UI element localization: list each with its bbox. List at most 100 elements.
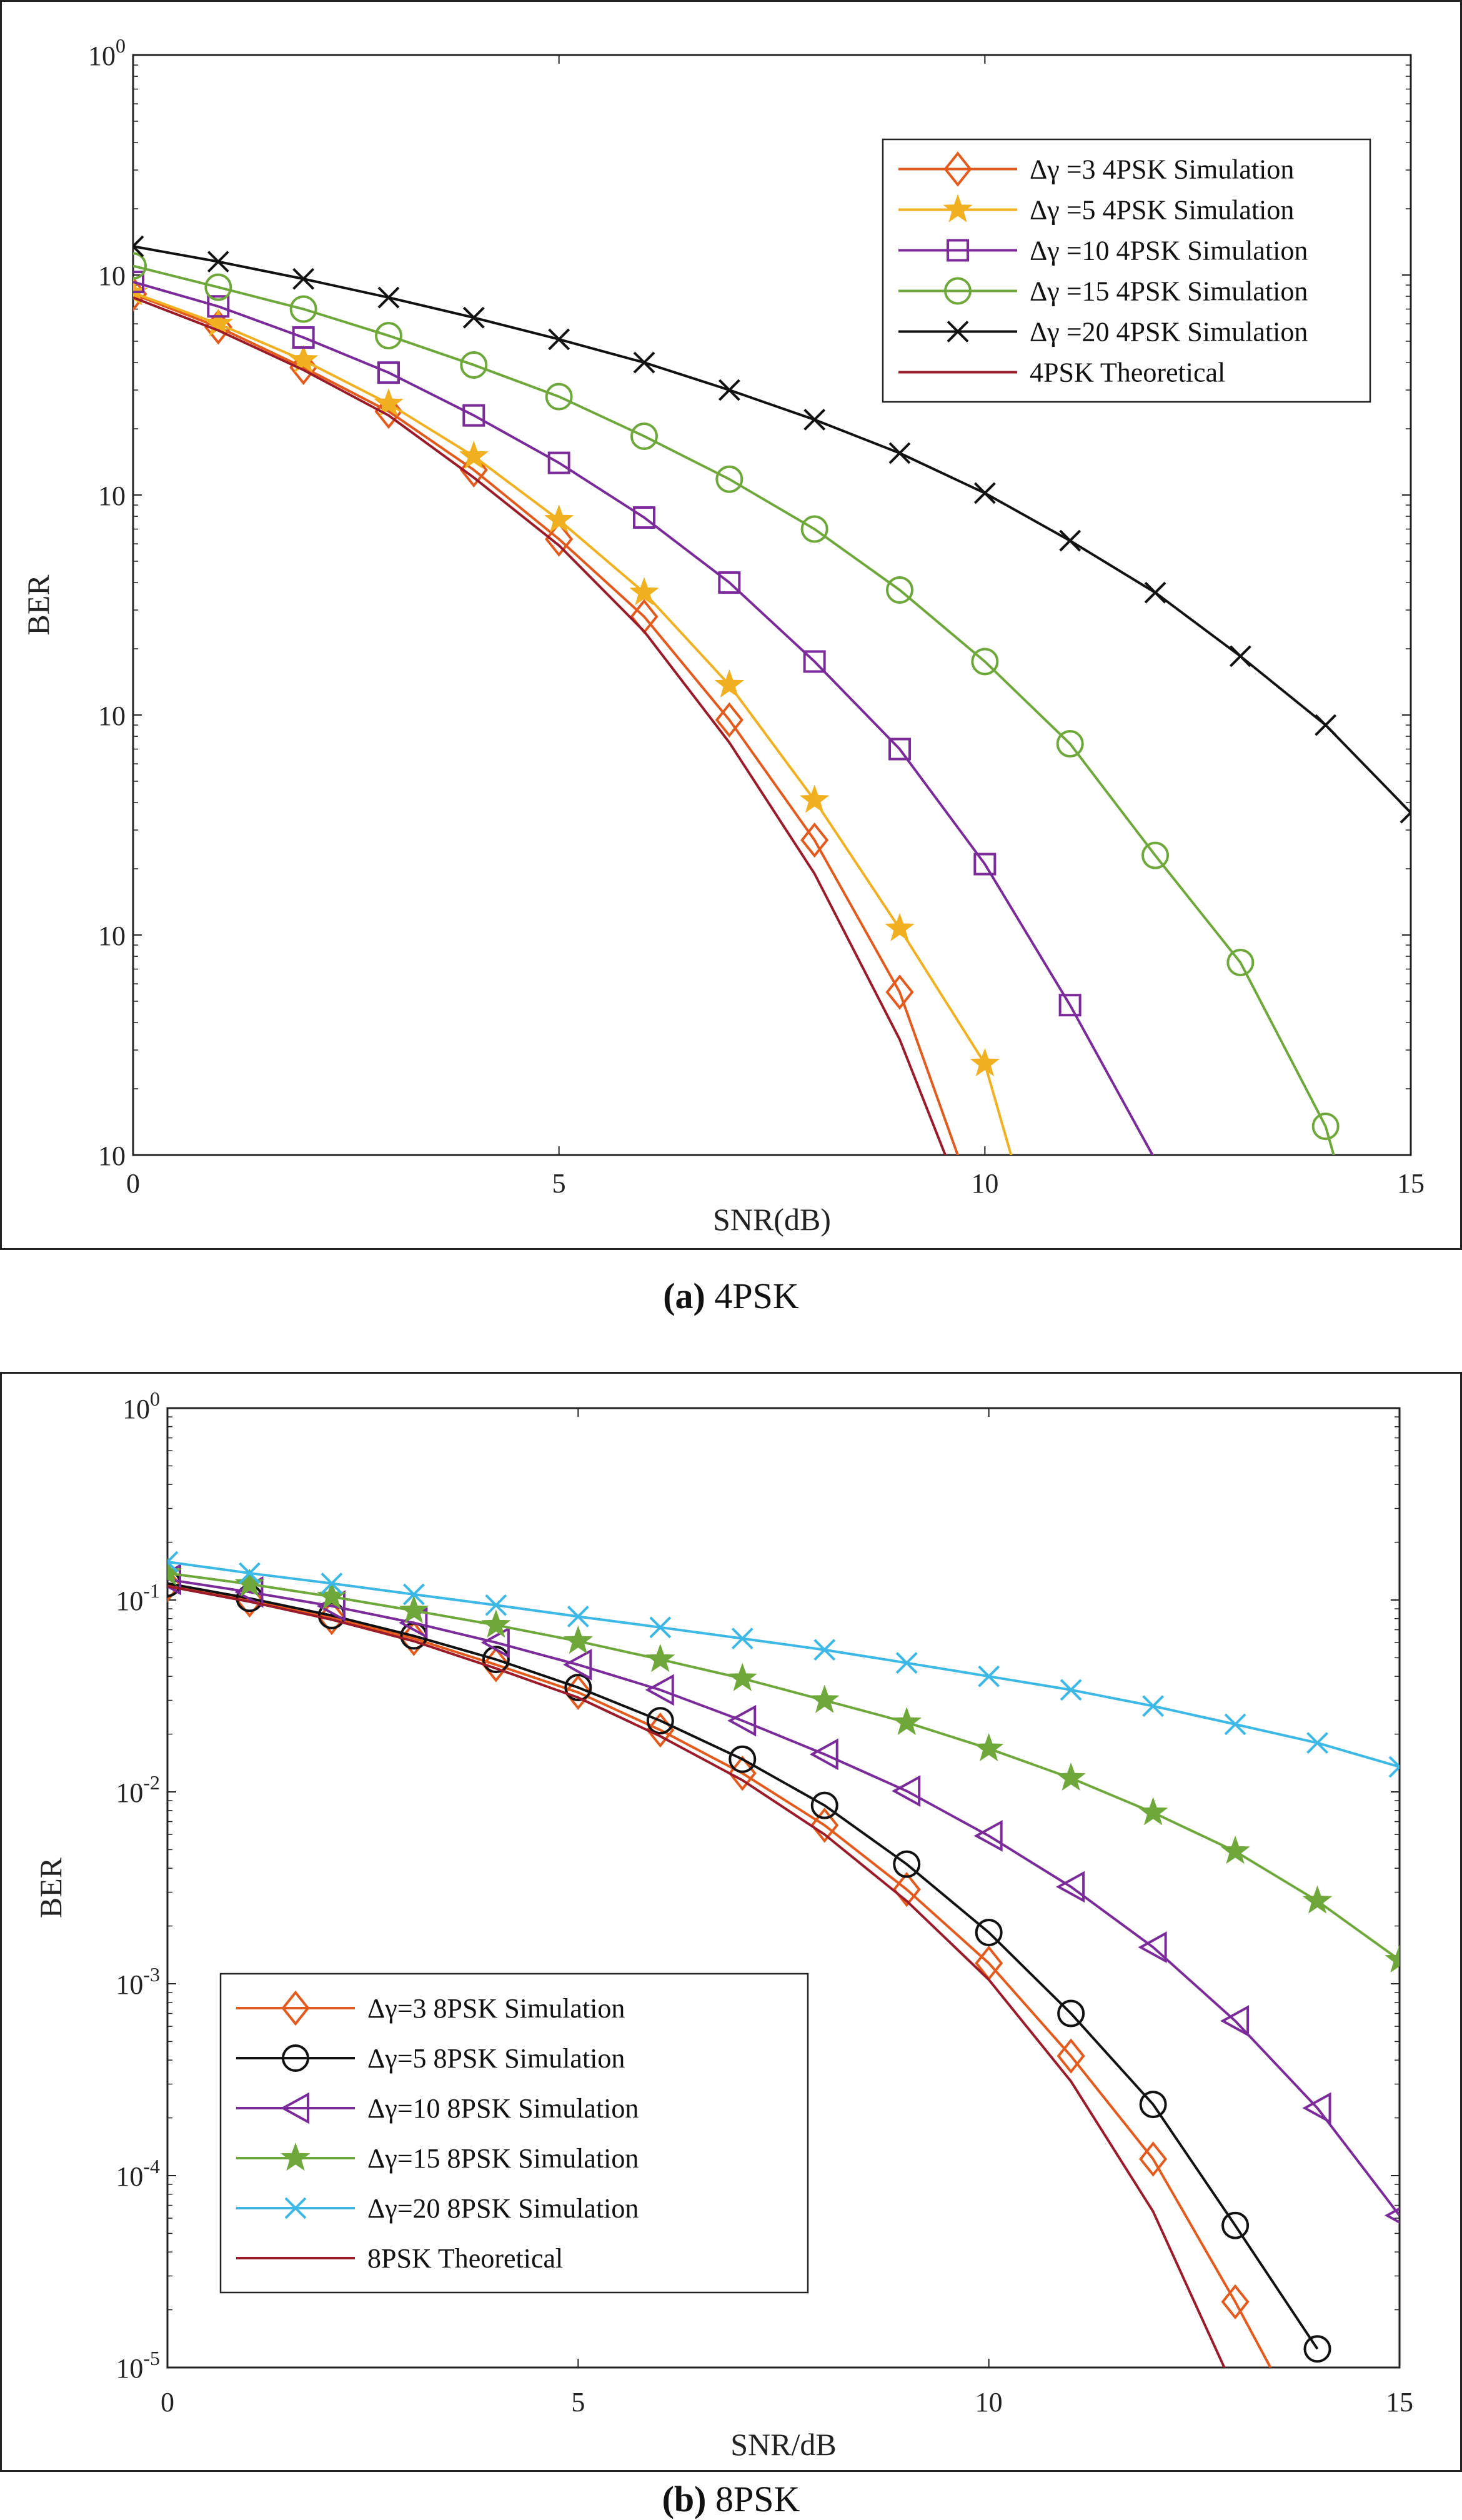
data-point [1057,2038,1085,2074]
series-line-5 [133,296,947,1155]
series-line-1 [133,291,1013,1155]
series-line-0 [167,1583,1272,2368]
data-point [1144,581,1166,604]
y-tick-label: 10 [98,921,126,951]
data-point [1311,1112,1340,1141]
data-point [718,379,740,401]
x-tick-label: 15 [1386,2387,1413,2418]
data-point [888,738,911,761]
data-point [482,1647,510,1682]
data-point [1315,714,1337,736]
data-point [375,322,402,350]
series-line-1 [167,1582,1319,2350]
chart-4psk: 0 5 10 15 100 10 10 10 10 10 SNR(dB) BER Δγ =3 4PSK … [21,34,1425,1237]
series-group [133,235,1411,1155]
data-point [973,852,997,876]
series-line-2 [167,1578,1400,2216]
data-point [1058,994,1082,1017]
y-tick-label: 10 [98,261,126,291]
y-axis-label: BER [21,574,56,636]
x-tick-label: 0 [126,1168,140,1199]
data-point [545,521,574,557]
legend-entry: 8PSK Theoretical [367,2243,563,2274]
data-point [481,1609,511,1638]
data-point [1385,1944,1400,1973]
data-point [289,295,317,323]
data-point [1057,1999,1085,2028]
data-point [167,1563,181,1596]
legend-marker [281,1990,310,2026]
data-point [133,252,147,280]
data-point [800,515,828,543]
data-point [727,1662,758,1691]
data-point [1142,1695,1165,1718]
data-point [892,1775,921,1808]
legend: Δγ=3 8PSK Simulation Δγ=5 8PSK Simulation… [219,1972,809,2294]
data-point [895,1652,918,1674]
data-point [970,1048,1000,1077]
data-point [803,409,826,431]
data-point [1139,2141,1168,2177]
data-point [399,1595,429,1624]
data-point [292,326,315,349]
legend-entry: Δγ =10 4PSK Simulation [1030,236,1308,266]
legend-marker [284,2197,307,2219]
data-point [973,1819,1003,1852]
data-point [374,388,404,417]
data-point [800,822,829,858]
x-axis-label: SNR(dB) [713,1202,831,1237]
data-point [548,328,570,351]
data-point [633,506,655,529]
legend-marker [947,321,969,342]
legend-marker [943,194,973,222]
data-point [1138,1931,1167,1963]
caption-8psk: (b) 8PSK [0,2478,1462,2520]
caption-text: 8PSK [715,2479,800,2519]
x-tick-label: 10 [971,1168,998,1199]
legend-entry: Δγ=20 8PSK Simulation [367,2193,639,2224]
legend-entry: 4PSK Theoretical [1030,358,1225,388]
data-point [649,1616,672,1639]
x-tick-label: 15 [1397,1168,1425,1199]
legend-entry: Δγ =15 4PSK Simulation [1030,276,1308,307]
caption-4psk: (a) 4PSK [0,1275,1462,1317]
data-point [630,422,658,450]
caption-label: (b) [662,2479,707,2519]
chart-panel-4psk: 0 5 10 15 100 10 10 10 10 10 SNR(dB) BER Δγ =3 4PSK … [0,0,1462,1250]
data-point [975,1918,1003,1946]
x-tick-label: 5 [552,1168,566,1199]
data-point [239,1562,261,1584]
data-point [645,1674,674,1706]
data-point [377,361,400,384]
legend-entry: Δγ=10 8PSK Simulation [367,2093,639,2124]
legend-marker [281,2142,311,2171]
data-point [714,669,745,698]
data-point [1306,1732,1328,1754]
data-point [715,465,743,493]
data-point [809,1684,840,1713]
y-tick-label: 10-1 [116,1579,160,1616]
data-point [292,268,315,290]
data-point [204,273,232,301]
data-point [1141,841,1169,869]
legend-entry: Δγ =20 4PSK Simulation [1030,317,1308,348]
legend-marker [947,239,969,262]
data-point [1302,2092,1331,2124]
data-point [1224,1713,1246,1736]
data-point [718,571,741,594]
data-point [1056,1762,1086,1791]
data-point [1055,1871,1085,1903]
data-point [646,1707,674,1735]
data-point [1138,1797,1168,1826]
data-point [885,974,914,1010]
y-tick-label: 10 [98,1141,126,1171]
data-point [885,912,915,941]
legend-entry: Δγ =5 4PSK Simulation [1030,195,1294,226]
data-point [971,648,999,676]
data-point [1226,948,1255,976]
data-point [234,1568,265,1597]
y-axis-label: BER [33,1857,68,1918]
data-point [377,286,400,309]
chart-8psk: 0 5 10 15 100 10-1 10-2 10-3 10-4 10-5 SNR/dB BER Δγ… [33,1388,1413,2462]
data-point [1302,1885,1333,1914]
